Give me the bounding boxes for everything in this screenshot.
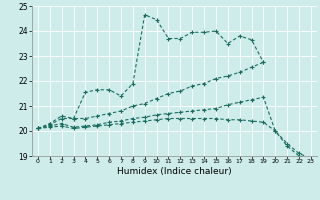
X-axis label: Humidex (Indice chaleur): Humidex (Indice chaleur) bbox=[117, 167, 232, 176]
